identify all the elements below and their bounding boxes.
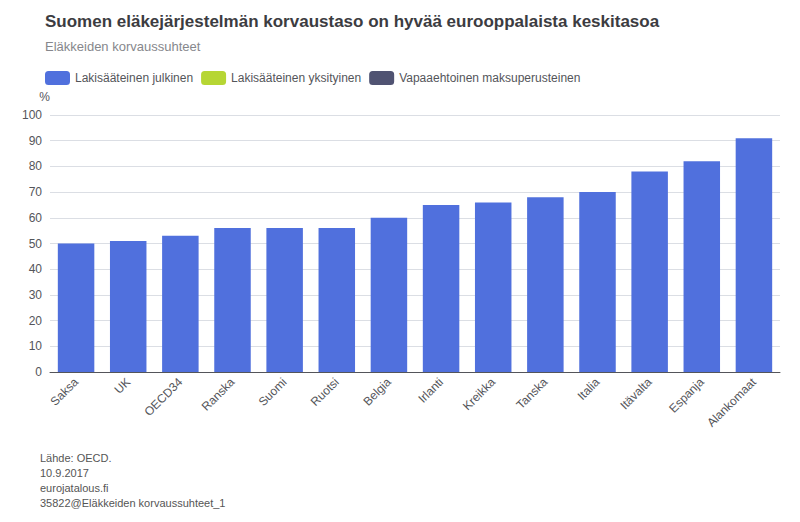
svg-text:50: 50: [29, 237, 43, 251]
svg-text:Saksa: Saksa: [48, 375, 82, 409]
svg-text:Suomen eläkejärjestelmän korva: Suomen eläkejärjestelmän korvaustaso on …: [45, 12, 660, 31]
svg-text:70: 70: [29, 185, 43, 199]
svg-text:Vapaaehtoinen maksuperusteinen: Vapaaehtoinen maksuperusteinen: [399, 71, 580, 85]
svg-text:100: 100: [22, 108, 42, 122]
svg-text:Ranska: Ranska: [199, 375, 238, 414]
svg-text:10: 10: [29, 339, 43, 353]
svg-text:Kreikka: Kreikka: [460, 375, 498, 413]
svg-text:Itävalta: Itävalta: [617, 375, 654, 412]
svg-text:80: 80: [29, 159, 43, 173]
svg-text:Eläkkeiden korvaussuhteet: Eläkkeiden korvaussuhteet: [45, 39, 201, 54]
svg-text:30: 30: [29, 288, 43, 302]
svg-text:60: 60: [29, 211, 43, 225]
svg-text:Tanska: Tanska: [514, 375, 551, 412]
svg-text:Italia: Italia: [575, 375, 603, 403]
svg-text:Irlanti: Irlanti: [415, 375, 446, 406]
svg-text:Lakisääteinen yksityinen: Lakisääteinen yksityinen: [231, 71, 361, 85]
svg-text:eurojatalous.fi: eurojatalous.fi: [40, 482, 109, 494]
svg-text:20: 20: [29, 314, 43, 328]
svg-text:Belgia: Belgia: [360, 375, 394, 409]
svg-text:Ruotsi: Ruotsi: [308, 375, 342, 409]
svg-text:%: %: [39, 90, 50, 104]
svg-text:Lakisääteinen julkinen: Lakisääteinen julkinen: [75, 71, 193, 85]
svg-text:Lähde: OECD.: Lähde: OECD.: [40, 452, 112, 464]
svg-text:90: 90: [29, 134, 43, 148]
svg-text:UK: UK: [111, 375, 133, 397]
svg-text:40: 40: [29, 262, 43, 276]
svg-text:Espanja: Espanja: [666, 375, 707, 416]
svg-text:0: 0: [35, 365, 42, 379]
svg-text:35822@Eläkkeiden korvaussuhtee: 35822@Eläkkeiden korvaussuhteet_1: [40, 497, 225, 509]
svg-text:Suomi: Suomi: [256, 375, 290, 409]
svg-text:Alankomaat: Alankomaat: [704, 375, 759, 430]
svg-text:OECD34: OECD34: [141, 375, 185, 419]
svg-text:10.9.2017: 10.9.2017: [40, 467, 89, 479]
